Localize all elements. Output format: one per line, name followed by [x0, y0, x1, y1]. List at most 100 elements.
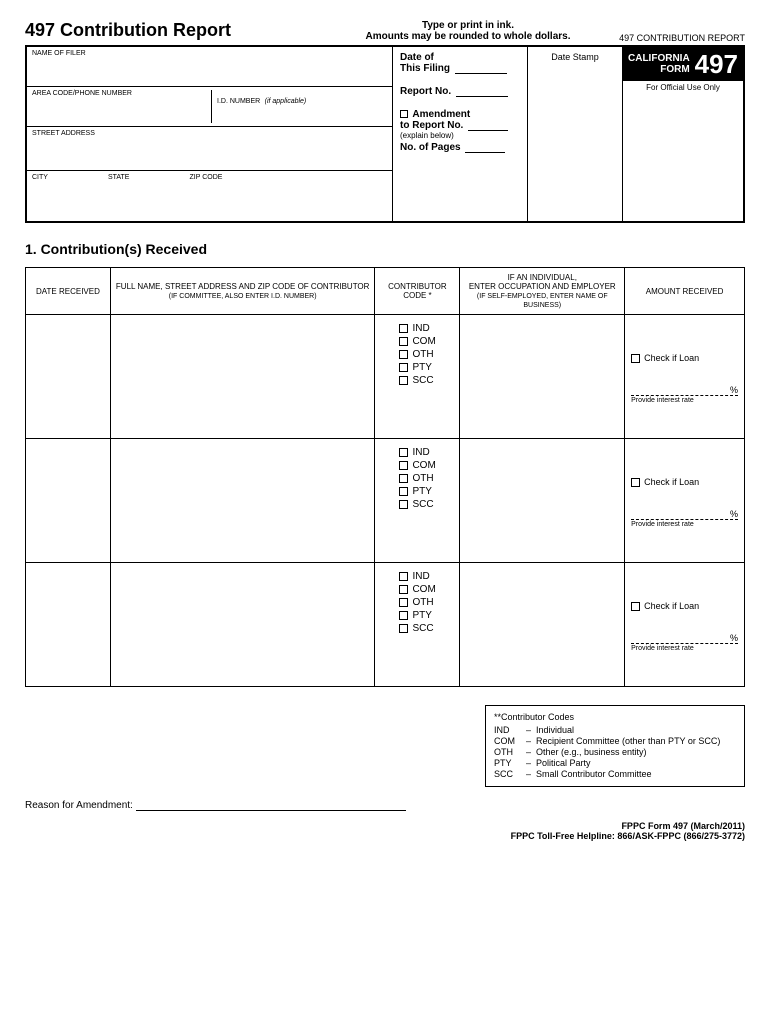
state-name: CALIFORNIA: [628, 53, 690, 64]
city-state-zip-row[interactable]: CITY STATE ZIP CODE: [27, 171, 392, 221]
code-desc: Political Party: [536, 758, 591, 768]
code-cell: IND COM OTH PTY SCC: [375, 315, 460, 439]
occupation-cell[interactable]: [460, 563, 625, 687]
loan-label: Check if Loan: [644, 601, 699, 611]
filer-info-box: NAME OF FILER AREA CODE/PHONE NUMBER I.D…: [25, 45, 745, 223]
pages-field[interactable]: No. of Pages: [400, 142, 520, 153]
amendment-to-label: to Report No.: [400, 120, 463, 131]
name-label: NAME OF FILER: [32, 50, 387, 57]
name-header-text: FULL NAME, STREET ADDRESS AND ZIP CODE O…: [116, 282, 370, 291]
codes-box-title: **Contributor Codes: [494, 712, 736, 722]
date-cell[interactable]: [26, 315, 111, 439]
code-cell: IND COM OTH PTY SCC: [375, 439, 460, 563]
code-legend-row: PTY–Political Party: [494, 758, 736, 768]
report-no-line: [456, 96, 508, 97]
scc-checkbox[interactable]: [399, 500, 408, 509]
code-oth: OTH: [412, 473, 433, 484]
pty-checkbox[interactable]: [399, 611, 408, 620]
code-pty: PTY: [412, 610, 431, 621]
form-word: FORM: [660, 64, 689, 75]
occupation-cell[interactable]: [460, 315, 625, 439]
loan-checkbox[interactable]: [631, 478, 640, 487]
section-1-title: 1. Contribution(s) Received: [25, 241, 745, 257]
ind-checkbox[interactable]: [399, 572, 408, 581]
report-no-field[interactable]: Report No.: [400, 86, 520, 97]
code-abbr: OTH: [494, 747, 526, 757]
id-label: I.D. NUMBER: [217, 98, 260, 105]
form-footer: FPPC Form 497 (March/2011) FPPC Toll-Fre…: [25, 821, 745, 841]
ind-checkbox[interactable]: [399, 324, 408, 333]
pty-checkbox[interactable]: [399, 363, 408, 372]
explain-label: (explain below): [400, 131, 520, 140]
phone-id-row: AREA CODE/PHONE NUMBER I.D. NUMBER (if a…: [27, 87, 392, 127]
date-label-1: Date of: [400, 52, 434, 63]
code-com: COM: [412, 584, 435, 595]
reason-for-amendment-field[interactable]: Reason for Amendment:: [25, 800, 485, 811]
footer-line-2: FPPC Toll-Free Helpline: 866/ASK-FPPC (8…: [25, 831, 745, 841]
amendment-label: Amendment: [412, 109, 470, 120]
amount-cell[interactable]: Check if Loan % Provide interest rate: [625, 439, 745, 563]
ind-checkbox[interactable]: [399, 448, 408, 457]
date-label-2: This Filing: [400, 63, 450, 74]
percent-sign: %: [730, 633, 738, 643]
rate-label: Provide interest rate: [631, 645, 738, 652]
date-of-filing-field[interactable]: Date of This Filing: [400, 52, 520, 74]
amendment-checkbox[interactable]: [400, 110, 408, 118]
col-name-header: FULL NAME, STREET ADDRESS AND ZIP CODE O…: [110, 268, 375, 315]
name-cell[interactable]: [110, 315, 375, 439]
oth-checkbox[interactable]: [399, 598, 408, 607]
oth-checkbox[interactable]: [399, 474, 408, 483]
com-checkbox[interactable]: [399, 461, 408, 470]
code-pty: PTY: [412, 486, 431, 497]
occupation-cell[interactable]: [460, 439, 625, 563]
code-legend-row: IND–Individual: [494, 725, 736, 735]
loan-checkbox[interactable]: [631, 602, 640, 611]
code-oth: OTH: [412, 349, 433, 360]
pty-checkbox[interactable]: [399, 487, 408, 496]
col-code-header: CONTRIBUTOR CODE *: [375, 268, 460, 315]
contributor-codes-box: **Contributor Codes IND–Individual COM–R…: [485, 705, 745, 787]
date-cell[interactable]: [26, 563, 111, 687]
occ-sub: (IF SELF-EMPLOYED, ENTER NAME OF BUSINES…: [477, 293, 608, 309]
table-row: IND COM OTH PTY SCC Check if Loan % Prov…: [26, 563, 745, 687]
name-cell[interactable]: [110, 439, 375, 563]
table-row: IND COM OTH PTY SCC Check if Loan % Prov…: [26, 315, 745, 439]
footer-line-1: FPPC Form 497 (March/2011): [25, 821, 745, 831]
date-cell[interactable]: [26, 439, 111, 563]
com-checkbox[interactable]: [399, 337, 408, 346]
col-date-header: DATE RECEIVED: [26, 268, 111, 315]
area-code-field[interactable]: AREA CODE/PHONE NUMBER: [32, 90, 212, 123]
form-number-column: CALIFORNIA FORM 497 For Official Use Onl…: [622, 47, 743, 221]
loan-label: Check if Loan: [644, 353, 699, 363]
name-of-filer-field[interactable]: NAME OF FILER: [27, 47, 392, 87]
state-label: STATE: [108, 174, 130, 218]
code-legend-row: SCC–Small Contributor Committee: [494, 769, 736, 779]
scc-checkbox[interactable]: [399, 376, 408, 385]
name-cell[interactable]: [110, 563, 375, 687]
code-ind: IND: [412, 447, 429, 458]
official-use-label: For Official Use Only: [623, 81, 743, 94]
code-scc: SCC: [412, 499, 433, 510]
code-desc: Small Contributor Committee: [536, 769, 652, 779]
oth-checkbox[interactable]: [399, 350, 408, 359]
area-code-label: AREA CODE/PHONE NUMBER: [32, 90, 206, 97]
report-no-label: Report No.: [400, 86, 451, 97]
id-number-field[interactable]: I.D. NUMBER (if applicable): [212, 90, 387, 123]
amount-cell[interactable]: Check if Loan % Provide interest rate: [625, 563, 745, 687]
amendment-field[interactable]: Amendment to Report No. (explain below): [400, 109, 520, 140]
com-checkbox[interactable]: [399, 585, 408, 594]
code-abbr: SCC: [494, 769, 526, 779]
code-ind: IND: [412, 571, 429, 582]
occ-line1: IF AN INDIVIDUAL,: [508, 273, 577, 282]
bottom-section: Reason for Amendment: **Contributor Code…: [25, 705, 745, 811]
street-address-field[interactable]: STREET ADDRESS: [27, 127, 392, 171]
amount-cell[interactable]: Check if Loan % Provide interest rate: [625, 315, 745, 439]
filing-column: Date of This Filing Report No. Amendment…: [392, 47, 527, 221]
form-number-header: CALIFORNIA FORM 497: [623, 47, 743, 81]
loan-checkbox[interactable]: [631, 354, 640, 363]
scc-checkbox[interactable]: [399, 624, 408, 633]
percent-sign: %: [730, 385, 738, 395]
table-row: IND COM OTH PTY SCC Check if Loan % Prov…: [26, 439, 745, 563]
col-occupation-header: IF AN INDIVIDUAL, ENTER OCCUPATION AND E…: [460, 268, 625, 315]
contributions-table: DATE RECEIVED FULL NAME, STREET ADDRESS …: [25, 267, 745, 687]
